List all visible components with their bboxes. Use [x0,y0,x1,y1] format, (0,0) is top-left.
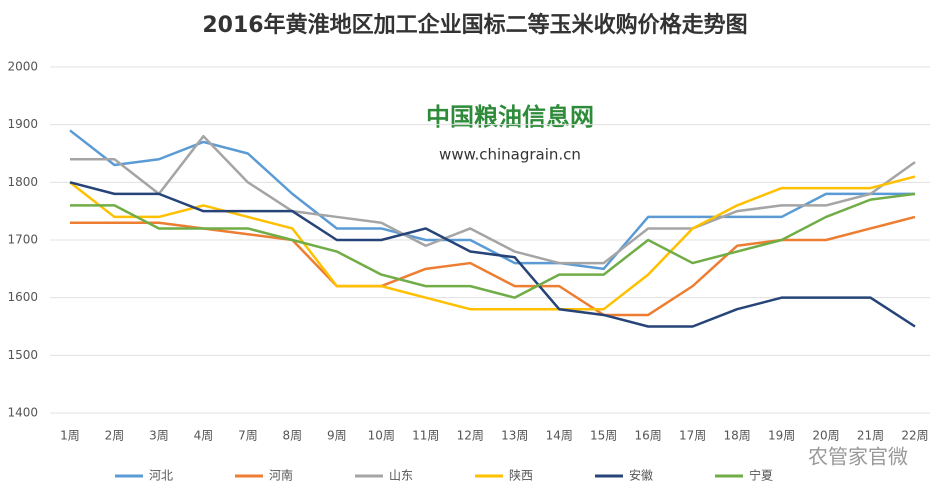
y-tick-label: 1800 [7,175,38,189]
series-line [70,192,916,299]
series-line [70,134,916,265]
x-tick-label: 2周 [105,429,125,443]
y-tick-label: 1900 [7,117,38,131]
x-tick-label: 16周 [635,429,662,443]
legend-label: 河南 [269,468,293,483]
x-tick-label: 17周 [679,429,706,443]
watermark-url: www.chinagrain.cn [439,146,581,164]
series-line [69,175,916,311]
watermark-account: 农管家官微 [808,445,908,469]
series-line [69,181,916,328]
x-tick-label: 3周 [149,429,169,443]
y-tick-label: 2000 [7,60,38,74]
x-tick-label: 12周 [457,429,484,443]
x-tick-label: 18周 [723,429,750,443]
x-tick-label: 21周 [857,429,884,443]
x-tick-label: 19周 [768,429,795,443]
x-tick-label: 8周 [283,429,303,443]
y-tick-label: 1600 [7,290,38,304]
legend-label: 安徽 [629,468,653,483]
legend-label: 山东 [389,469,413,483]
x-tick-label: 22周 [901,429,928,443]
x-tick-label: 20周 [812,429,839,443]
x-tick-label: 9周 [327,429,347,443]
chart-title: 2016年黄淮地区加工企业国标二等玉米收购价格走势图 [202,12,747,38]
y-tick-label: 1400 [7,406,38,420]
series-line [70,215,916,317]
x-tick-label: 10周 [368,429,395,443]
x-tick-label: 13周 [501,429,528,443]
legend-label: 河北 [149,469,173,483]
x-tick-label: 11周 [412,429,439,443]
x-tick-label: 1周 [60,429,80,443]
x-tick-label: 15周 [590,429,617,443]
y-tick-label: 1700 [7,233,38,247]
y-tick-label: 1500 [7,348,38,362]
legend-label: 陕西 [509,468,533,483]
x-tick-label: 7周 [238,429,258,443]
legend-label: 宁夏 [749,468,773,483]
x-tick-label: 4周 [194,429,214,443]
x-tick-label: 14周 [546,429,573,443]
watermark-logo: 中国粮油信息网 [426,103,594,131]
